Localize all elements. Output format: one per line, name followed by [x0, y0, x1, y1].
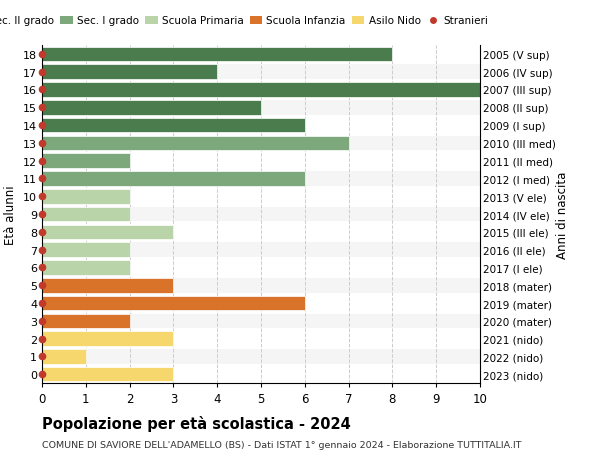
Y-axis label: Età alunni: Età alunni — [4, 185, 17, 244]
Bar — [42, 154, 480, 168]
Bar — [42, 154, 130, 168]
Bar — [42, 83, 480, 98]
Bar — [42, 83, 480, 98]
Bar — [42, 101, 480, 115]
Bar — [42, 136, 480, 151]
Bar — [42, 331, 480, 346]
Bar — [42, 278, 480, 293]
Bar — [42, 172, 480, 186]
Bar — [42, 172, 305, 186]
Bar — [42, 367, 173, 382]
Bar — [42, 65, 480, 80]
Bar — [42, 261, 130, 275]
Bar — [42, 101, 261, 115]
Bar — [42, 367, 480, 382]
Bar — [42, 136, 349, 151]
Bar — [42, 47, 392, 62]
Bar — [42, 243, 130, 257]
Bar — [42, 118, 305, 133]
Bar — [42, 225, 173, 240]
Bar — [42, 278, 173, 293]
Bar — [42, 207, 480, 222]
Bar — [42, 296, 480, 311]
Text: Popolazione per età scolastica - 2024: Popolazione per età scolastica - 2024 — [42, 415, 351, 431]
Bar — [42, 207, 130, 222]
Bar — [42, 47, 480, 62]
Bar — [42, 296, 305, 311]
Text: COMUNE DI SAVIORE DELL'ADAMELLO (BS) - Dati ISTAT 1° gennaio 2024 - Elaborazione: COMUNE DI SAVIORE DELL'ADAMELLO (BS) - D… — [42, 440, 521, 449]
Bar — [42, 118, 480, 133]
Bar — [42, 243, 480, 257]
Bar — [42, 314, 130, 328]
Bar — [42, 349, 480, 364]
Bar — [42, 261, 480, 275]
Y-axis label: Anni di nascita: Anni di nascita — [556, 171, 569, 258]
Bar — [42, 331, 173, 346]
Bar — [42, 314, 480, 328]
Legend: Sec. II grado, Sec. I grado, Scuola Primaria, Scuola Infanzia, Asilo Nido, Stran: Sec. II grado, Sec. I grado, Scuola Prim… — [0, 12, 493, 31]
Bar — [42, 225, 480, 240]
Bar — [42, 349, 86, 364]
Bar — [42, 190, 130, 204]
Bar — [42, 65, 217, 80]
Bar — [42, 190, 480, 204]
